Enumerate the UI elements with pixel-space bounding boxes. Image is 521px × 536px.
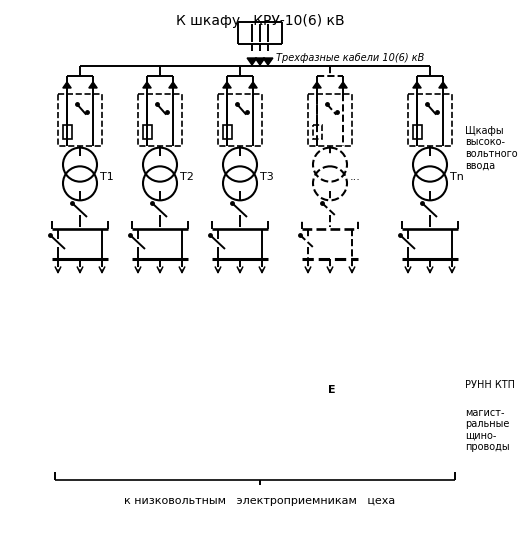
Text: РУНН КТП: РУНН КТП: [465, 380, 515, 390]
Polygon shape: [63, 82, 71, 88]
Text: к низковольтным   электроприемникам   цеха: к низковольтным электроприемникам цеха: [125, 496, 395, 506]
Bar: [138, 94, 182, 146]
Bar: [58, 94, 102, 146]
Polygon shape: [313, 82, 321, 88]
Polygon shape: [169, 82, 177, 88]
Bar: [408, 94, 452, 146]
Text: К шкафу   КРУ-10(6) кВ: К шкафу КРУ-10(6) кВ: [176, 14, 344, 28]
Text: магист-
ральные
щино-
проводы: магист- ральные щино- проводы: [465, 407, 510, 452]
Polygon shape: [247, 58, 257, 65]
Bar: [308, 94, 352, 146]
Polygon shape: [249, 82, 257, 88]
Text: Щкафы
высоко-
вольтного
ввода: Щкафы высоко- вольтного ввода: [465, 125, 518, 170]
Text: Е: Е: [328, 385, 336, 395]
Bar: [313, 125, 321, 139]
Polygon shape: [143, 82, 151, 88]
Text: Тn: Тn: [450, 172, 464, 182]
Text: Т1: Т1: [100, 172, 114, 182]
Text: ...: ...: [350, 172, 361, 182]
Bar: [413, 125, 421, 139]
Polygon shape: [439, 82, 447, 88]
Text: Трехфазные кабели 10(6) кВ: Трехфазные кабели 10(6) кВ: [276, 53, 425, 63]
Text: Т2: Т2: [180, 172, 194, 182]
Polygon shape: [89, 82, 97, 88]
Bar: [222, 125, 231, 139]
Bar: [218, 94, 262, 146]
Bar: [143, 125, 152, 139]
Polygon shape: [413, 82, 421, 88]
Bar: [63, 125, 71, 139]
Polygon shape: [223, 82, 231, 88]
Polygon shape: [339, 82, 347, 88]
Polygon shape: [255, 58, 265, 65]
Text: Т3: Т3: [260, 172, 274, 182]
Polygon shape: [263, 58, 273, 65]
